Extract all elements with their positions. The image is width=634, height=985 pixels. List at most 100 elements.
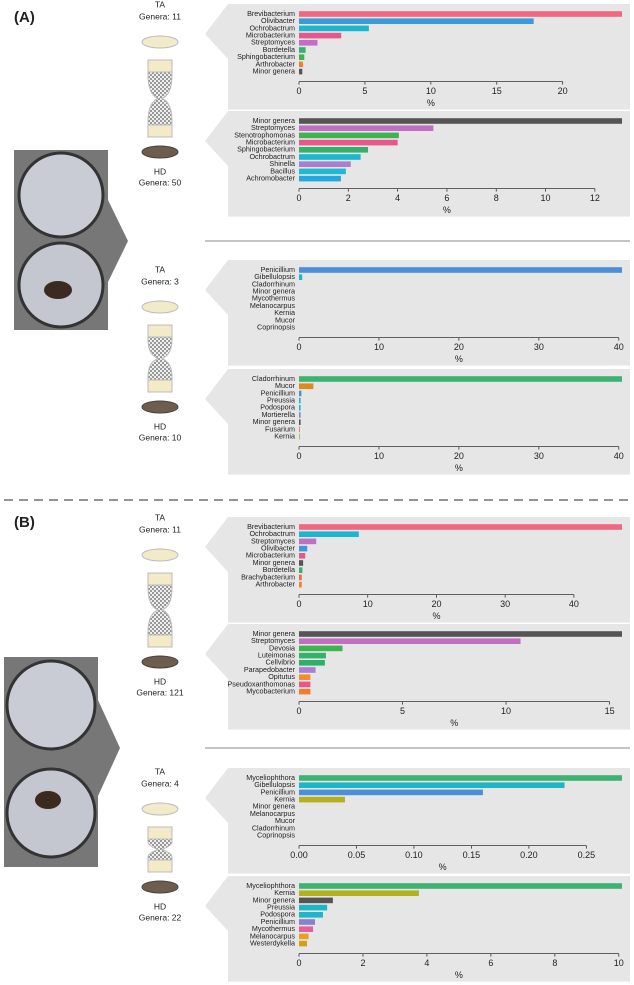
x-tick-label: 2 — [346, 193, 351, 203]
bar — [299, 631, 622, 637]
x-tick-label: 4 — [424, 958, 429, 968]
dish-icon — [141, 400, 179, 414]
bar — [299, 139, 398, 146]
bar — [299, 11, 622, 17]
category-label: Luteimonas — [258, 651, 296, 660]
bar — [299, 125, 434, 131]
x-tick-label: 20 — [454, 451, 464, 461]
x-axis-label: % — [427, 98, 435, 108]
x-tick-label: 0.00 — [290, 850, 308, 860]
category-label: Minor genera — [253, 67, 295, 76]
category-label: Podospora — [260, 910, 295, 919]
category-label: Westerdykella — [250, 939, 295, 948]
genera-count: Genera: 4 — [141, 778, 179, 788]
column-bottom — [147, 859, 173, 873]
bar — [299, 890, 419, 896]
column-bottom — [147, 379, 173, 393]
x-tick-label: 0.25 — [578, 850, 596, 860]
bar — [299, 567, 303, 573]
genera-count: Genera: 11 — [139, 524, 181, 534]
panel-label: (A) — [14, 9, 35, 26]
category-label: Streptomyces — [251, 123, 295, 132]
category-label: Melanocarpus — [250, 301, 296, 310]
category-label: Arthrobacter — [255, 59, 295, 68]
category-label: Olivibacter — [261, 16, 296, 25]
column-top — [147, 324, 173, 338]
category-label: Kernia — [274, 795, 295, 804]
bar — [299, 560, 304, 566]
bar — [299, 581, 302, 588]
bar — [299, 32, 342, 39]
bar — [299, 883, 622, 889]
x-tick-label: 0 — [296, 193, 301, 203]
category-label: Brevibacterium — [247, 9, 295, 18]
category-label: Minor genera — [253, 417, 295, 426]
x-tick-label: 10 — [426, 86, 436, 96]
column-top — [147, 572, 173, 586]
x-tick-label: 30 — [534, 451, 544, 461]
bar — [299, 638, 521, 644]
x-tick-label: 10 — [501, 706, 511, 716]
x-tick-label: 20 — [454, 342, 464, 352]
sample-name: HD — [154, 901, 166, 911]
x-axis-label: % — [455, 970, 463, 980]
category-label: Melanocarpus — [250, 809, 296, 818]
x-tick-label: 5 — [362, 86, 367, 96]
category-label: Kernia — [274, 308, 295, 317]
x-tick-label: 0.05 — [348, 850, 366, 860]
bar — [299, 904, 328, 911]
category-label: Coprinopsis — [257, 323, 295, 332]
bar — [299, 118, 622, 124]
category-label: Opitutus — [268, 672, 295, 681]
x-tick-label: 0 — [296, 706, 301, 716]
category-label: Stenotrophomonas — [234, 130, 295, 139]
x-tick-label: 8 — [552, 958, 557, 968]
category-label: Mucor — [275, 381, 296, 390]
genera-count: Genera: 11 — [139, 11, 181, 21]
dish-icon — [141, 655, 179, 669]
category-label: Cladorrhinum — [252, 279, 295, 288]
bar — [299, 47, 306, 53]
bar — [299, 376, 622, 382]
category-label: Kernia — [274, 432, 295, 441]
panel-label: (B) — [14, 514, 35, 531]
x-axis-label: % — [455, 354, 463, 364]
category-label: Achromobacter — [246, 174, 295, 183]
category-label: Kernia — [274, 888, 295, 897]
x-tick-label: 0 — [296, 86, 301, 96]
bar — [299, 926, 314, 932]
category-label: Minor genera — [253, 116, 295, 125]
category-label: Pseudoxanthomonas — [227, 679, 295, 688]
x-tick-label: 10 — [614, 958, 624, 968]
bar — [299, 61, 303, 68]
x-tick-label: 40 — [569, 599, 579, 609]
category-label: Melanocarpus — [250, 931, 296, 940]
dish-icon — [141, 145, 179, 159]
bar — [299, 175, 341, 182]
category-label: Penicillium — [261, 388, 295, 397]
x-tick-label: 10 — [374, 342, 384, 352]
sample-name: TA — [155, 766, 166, 776]
x-tick-label: 6 — [488, 958, 493, 968]
x-tick-label: 0.15 — [463, 850, 481, 860]
x-tick-label: 0.20 — [520, 850, 538, 860]
category-label: Ochrobactrum — [249, 529, 295, 538]
category-label: Mortierella — [261, 410, 295, 419]
category-label: Devosia — [269, 643, 295, 652]
category-label: Myceliophthora — [246, 881, 295, 890]
x-axis-label: % — [439, 862, 447, 872]
bar — [299, 25, 369, 32]
bar — [299, 553, 306, 559]
category-label: Cladorrhinum — [252, 823, 295, 832]
category-label: Bordetella — [263, 45, 295, 54]
chart-background — [205, 260, 630, 366]
x-tick-label: 12 — [590, 193, 600, 203]
x-tick-label: 5 — [400, 706, 405, 716]
bar — [299, 419, 301, 425]
bar — [299, 154, 361, 160]
chart-background — [205, 369, 630, 475]
category-label: Sphingobacterium — [237, 145, 295, 154]
category-label: Preussia — [267, 903, 295, 912]
category-label: Mycothermus — [252, 294, 296, 303]
